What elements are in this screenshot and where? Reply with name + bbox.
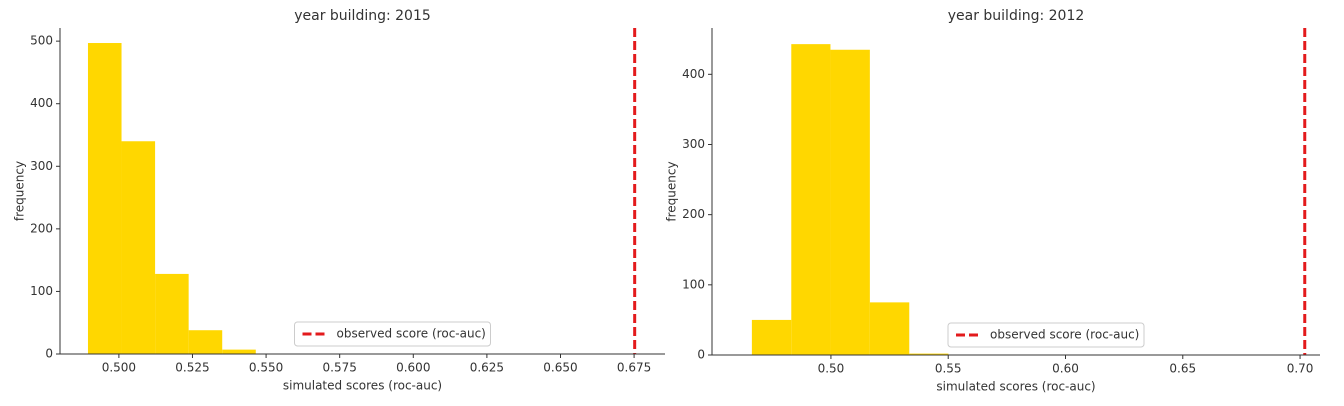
x-tick-label: 0.650 bbox=[543, 361, 577, 375]
y-axis-label: frequency bbox=[13, 161, 27, 221]
x-axis-label: simulated scores (roc-auc) bbox=[283, 379, 442, 393]
legend-label: observed score (roc-auc) bbox=[990, 328, 1139, 342]
x-tick-label: 0.65 bbox=[1169, 362, 1196, 376]
y-tick-label: 500 bbox=[30, 34, 53, 48]
legend-box bbox=[947, 322, 1145, 348]
y-tick-label: 200 bbox=[30, 221, 53, 235]
chart-title: year building: 2015 bbox=[294, 8, 431, 24]
bar bbox=[751, 319, 792, 355]
y-tick-label: 100 bbox=[30, 284, 53, 298]
bar bbox=[188, 330, 223, 354]
x-tick-label: 0.625 bbox=[470, 361, 504, 375]
legend-box bbox=[294, 321, 491, 347]
bar bbox=[222, 349, 256, 354]
bar bbox=[791, 44, 831, 355]
x-tick-label: 0.60 bbox=[1052, 362, 1079, 376]
x-tick-label: 0.550 bbox=[249, 361, 283, 375]
x-tick-label: 0.55 bbox=[935, 362, 962, 376]
bar bbox=[155, 273, 189, 354]
y-tick-label: 400 bbox=[30, 96, 53, 110]
x-tick-label: 0.675 bbox=[617, 361, 651, 375]
x-tick-label: 0.500 bbox=[102, 361, 136, 375]
x-tick-label: 0.50 bbox=[818, 362, 845, 376]
x-tick-label: 0.575 bbox=[323, 361, 357, 375]
bar bbox=[87, 43, 122, 354]
bar bbox=[121, 141, 156, 354]
y-tick-label: 100 bbox=[682, 277, 705, 291]
chart-title: year building: 2012 bbox=[948, 8, 1085, 24]
legend: observed score (roc-auc) bbox=[947, 322, 1145, 348]
y-tick-label: 0 bbox=[697, 348, 705, 362]
legend: observed score (roc-auc) bbox=[294, 321, 491, 347]
y-axis-label: frequency bbox=[665, 161, 679, 221]
legend-label: observed score (roc-auc) bbox=[337, 327, 486, 341]
bar bbox=[909, 353, 949, 355]
y-tick-label: 200 bbox=[682, 207, 705, 221]
y-tick-label: 300 bbox=[682, 137, 705, 151]
x-tick-label: 0.600 bbox=[396, 361, 430, 375]
y-tick-label: 400 bbox=[682, 67, 705, 81]
x-axis-label: simulated scores (roc-auc) bbox=[936, 380, 1095, 394]
bar bbox=[830, 49, 870, 355]
bar bbox=[869, 302, 910, 355]
y-tick-label: 0 bbox=[45, 347, 53, 361]
y-tick-label: 300 bbox=[30, 159, 53, 173]
x-tick-label: 0.70 bbox=[1287, 362, 1314, 376]
x-tick-label: 0.525 bbox=[175, 361, 209, 375]
